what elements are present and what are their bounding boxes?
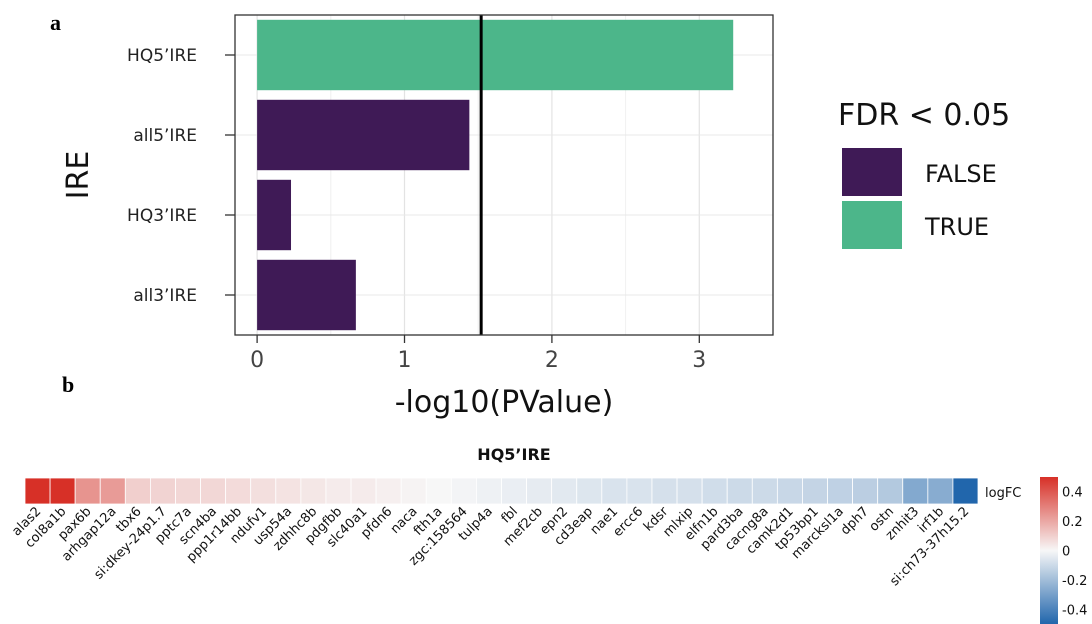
colorbar-gradient	[1040, 477, 1058, 624]
heatmap-cell	[751, 477, 778, 505]
plot-border	[234, 14, 774, 336]
heatmap-cell	[74, 477, 101, 505]
colorbar: 0.4 0.2 0 -0.2 -0.4	[1040, 477, 1087, 624]
legend-label-false: FALSE	[925, 160, 997, 188]
bars	[257, 19, 734, 331]
heatmap-cell	[350, 477, 377, 505]
heatmap-cell	[927, 477, 954, 505]
heatmap-row-label: logFC	[985, 486, 1021, 501]
heatmap-cell	[626, 477, 653, 505]
bar	[257, 19, 734, 91]
heatmap-cell	[902, 477, 929, 505]
x-tick-label: 3	[692, 348, 706, 373]
colorbar-tick-label: 0.4	[1062, 486, 1083, 501]
legend-swatch-false	[842, 148, 902, 196]
bar	[257, 259, 356, 331]
heatmap-cell	[300, 477, 327, 505]
heatmap-cell	[325, 477, 352, 505]
colorbar-tick-label: 0.2	[1062, 515, 1083, 530]
heatmap-cell	[676, 477, 703, 505]
heatmap-cell	[24, 477, 51, 505]
heatmap-cell	[200, 477, 227, 505]
x-axis-ticks: 0 1 2 3	[250, 335, 706, 373]
heatmap-cell	[275, 477, 302, 505]
colorbar-tick-label: 0	[1062, 545, 1070, 560]
heatmap-cell	[551, 477, 578, 505]
heatmap-title: HQ5’IRE	[477, 445, 550, 464]
y-axis-title: IRE	[61, 151, 96, 200]
heatmap-cell	[576, 477, 603, 505]
heatmap-cell	[99, 477, 126, 505]
colorbar-tick-label: -0.4	[1062, 603, 1087, 618]
heatmap-cell	[852, 477, 879, 505]
heatmap-cell	[701, 477, 728, 505]
heatmap-cell	[877, 477, 904, 505]
gene-labels: alas2col8a1bpax6barhgap12atbx6si:dkey-24…	[9, 504, 972, 589]
panel-b-letter: b	[62, 372, 74, 397]
heatmap-cell	[250, 477, 277, 505]
heatmap-cell	[425, 477, 452, 505]
panel-a-letter: a	[50, 10, 61, 35]
colorbar-ticks: 0.4 0.2 0 -0.2 -0.4	[1062, 486, 1087, 619]
heatmap-cell	[225, 477, 252, 505]
x-tick-label: 2	[545, 348, 559, 373]
x-axis-title: -log10(PValue)	[395, 385, 614, 420]
legend-label-true: TRUE	[924, 213, 989, 241]
heatmap-cell	[601, 477, 628, 505]
y-tick-label: all3’IRE	[133, 286, 197, 306]
heatmap-cell	[49, 477, 76, 505]
heatmap-cell	[952, 477, 979, 505]
heatmap-cell	[726, 477, 753, 505]
heatmap-cell	[400, 477, 427, 505]
heatmap-cells	[24, 477, 979, 505]
bar	[257, 179, 292, 251]
legend: FDR < 0.05 FALSE TRUE	[838, 98, 1010, 249]
y-tick-label: all5’IRE	[133, 126, 197, 146]
legend-title: FDR < 0.05	[838, 98, 1010, 133]
heatmap-cell	[651, 477, 678, 505]
gene-label: dph7	[838, 504, 872, 538]
x-tick-label: 0	[250, 348, 264, 373]
heatmap-cell	[501, 477, 527, 505]
bar	[257, 99, 470, 171]
legend-swatch-true	[842, 201, 902, 249]
heatmap-cell	[450, 477, 477, 505]
heatmap-cell	[476, 477, 502, 505]
y-tick-label: HQ5’IRE	[127, 46, 197, 66]
colorbar-tick-label: -0.2	[1062, 574, 1087, 589]
heatmap: HQ5’IRE logFC alas2col8a1bpax6barhgap12a…	[9, 445, 1021, 589]
x-tick-label: 1	[398, 348, 412, 373]
heatmap-cell	[526, 477, 553, 505]
heatmap-cell	[375, 477, 402, 505]
y-axis-categories: HQ5’IRE all5’IRE HQ3’IRE all3’IRE	[127, 46, 235, 306]
heatmap-cell	[802, 477, 828, 505]
y-tick-label: HQ3’IRE	[127, 206, 197, 226]
heatmap-cell	[124, 477, 151, 505]
heatmap-cell	[776, 477, 803, 505]
heatmap-cell	[175, 477, 201, 505]
heatmap-cell	[827, 477, 854, 505]
heatmap-cell	[149, 477, 176, 505]
